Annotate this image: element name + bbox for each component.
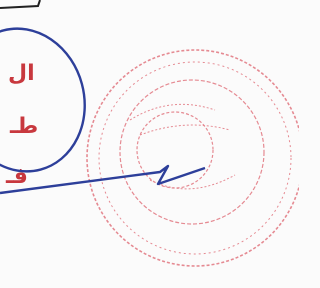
paper bbox=[0, 0, 299, 288]
scan: ال طـ فـ bbox=[0, 0, 299, 288]
page: ال طـ فـ (() => { const data = JSON.pars… bbox=[0, 0, 320, 288]
red-fragment: طـ bbox=[9, 114, 38, 139]
red-fragment: ال bbox=[8, 61, 35, 86]
